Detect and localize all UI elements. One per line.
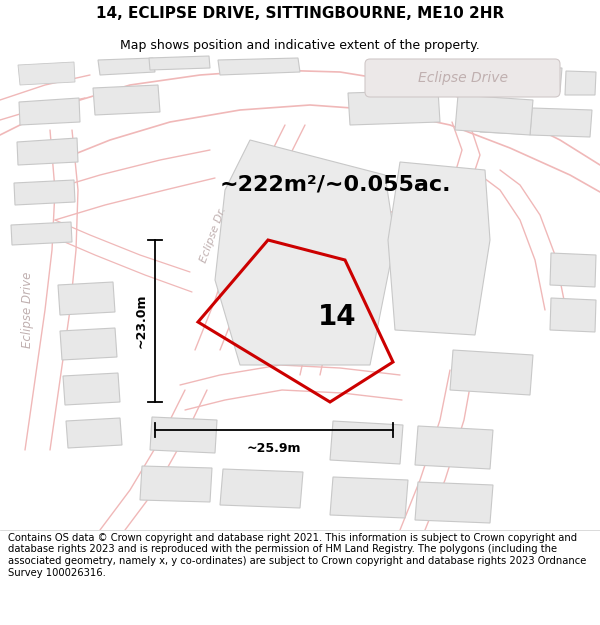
Polygon shape <box>480 106 524 134</box>
Polygon shape <box>149 56 210 70</box>
Polygon shape <box>490 66 562 92</box>
Polygon shape <box>330 477 408 518</box>
Polygon shape <box>415 426 493 469</box>
Polygon shape <box>11 222 72 245</box>
FancyBboxPatch shape <box>365 59 560 97</box>
Polygon shape <box>140 466 212 502</box>
Polygon shape <box>388 162 490 335</box>
Polygon shape <box>565 71 596 95</box>
Polygon shape <box>19 98 80 125</box>
Polygon shape <box>215 140 395 365</box>
Polygon shape <box>18 62 75 85</box>
Text: 14, ECLIPSE DRIVE, SITTINGBOURNE, ME10 2HR: 14, ECLIPSE DRIVE, SITTINGBOURNE, ME10 2… <box>96 6 504 21</box>
Polygon shape <box>455 95 533 135</box>
Polygon shape <box>14 180 75 205</box>
Polygon shape <box>530 108 592 137</box>
Polygon shape <box>330 421 403 464</box>
Polygon shape <box>93 85 160 115</box>
Text: ~222m²/~0.055ac.: ~222m²/~0.055ac. <box>220 175 452 195</box>
Polygon shape <box>348 90 440 125</box>
Text: Eclipse Drive: Eclipse Drive <box>22 272 35 348</box>
Polygon shape <box>58 282 115 315</box>
Polygon shape <box>450 350 533 395</box>
Text: Map shows position and indicative extent of the property.: Map shows position and indicative extent… <box>120 39 480 52</box>
Polygon shape <box>550 298 596 332</box>
Polygon shape <box>17 138 78 165</box>
Text: ~23.0m: ~23.0m <box>134 294 148 348</box>
Polygon shape <box>218 58 300 75</box>
Polygon shape <box>60 328 117 360</box>
Polygon shape <box>150 417 217 453</box>
Polygon shape <box>66 418 122 448</box>
Text: 14: 14 <box>317 303 356 331</box>
Polygon shape <box>220 469 303 508</box>
Text: Contains OS data © Crown copyright and database right 2021. This information is : Contains OS data © Crown copyright and d… <box>8 533 586 578</box>
Text: ~25.9m: ~25.9m <box>247 441 301 454</box>
Text: Eclipse Drive: Eclipse Drive <box>418 71 508 85</box>
Polygon shape <box>550 253 596 287</box>
Polygon shape <box>415 482 493 523</box>
Text: Eclipse Dr.: Eclipse Dr. <box>199 206 227 264</box>
Polygon shape <box>98 58 155 75</box>
Polygon shape <box>63 373 120 405</box>
